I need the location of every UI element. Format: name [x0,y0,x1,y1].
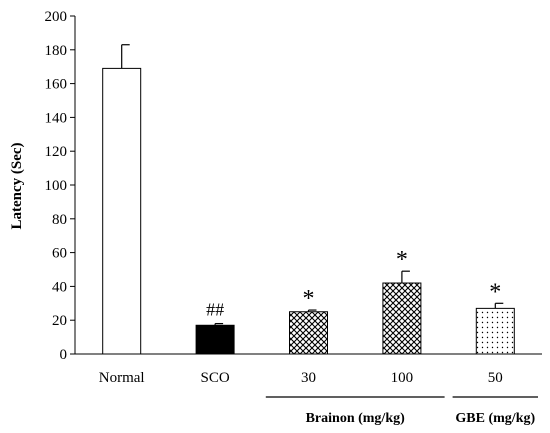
category-label: 100 [391,370,414,386]
bar-sco [195,324,235,355]
y-tick-label: 200 [45,9,68,25]
significance-label: * [303,286,315,312]
y-axis: 0 20 40 60 80 100 120 140 160 180 200 [45,9,76,363]
group-label: Brainon (mg/kg) [306,411,406,426]
y-tick-label: 80 [52,212,67,228]
bar-normal [102,67,142,355]
y-tick-label: 40 [52,279,67,295]
significance-label: ## [206,300,224,320]
bar-50 [475,307,515,355]
y-tick-label: 20 [52,313,67,329]
x-axis: Normal SCO 30 100 50 [75,353,542,386]
bar-100 [382,282,422,355]
group-brackets: Brainon (mg/kg) GBE (mg/kg) [265,396,538,426]
category-label: 50 [488,370,503,386]
bar-30 [289,311,328,355]
y-axis-label: Latency (Sec) [9,142,25,229]
significance-label: * [396,247,408,273]
y-tick-label: 160 [45,77,68,93]
category-label: SCO [201,370,230,386]
significance-label: * [489,279,501,305]
y-tick-label: 100 [45,178,68,194]
y-tick-label: 140 [45,110,68,126]
category-label: 30 [301,370,316,386]
bars: ## * * * [102,44,515,355]
y-tick-label: 60 [52,246,67,262]
group-label: GBE (mg/kg) [455,411,535,426]
category-label: Normal [99,370,145,386]
y-tick-label: 180 [45,43,68,59]
y-tick-label: 120 [45,144,68,160]
y-tick-label: 0 [60,347,68,363]
